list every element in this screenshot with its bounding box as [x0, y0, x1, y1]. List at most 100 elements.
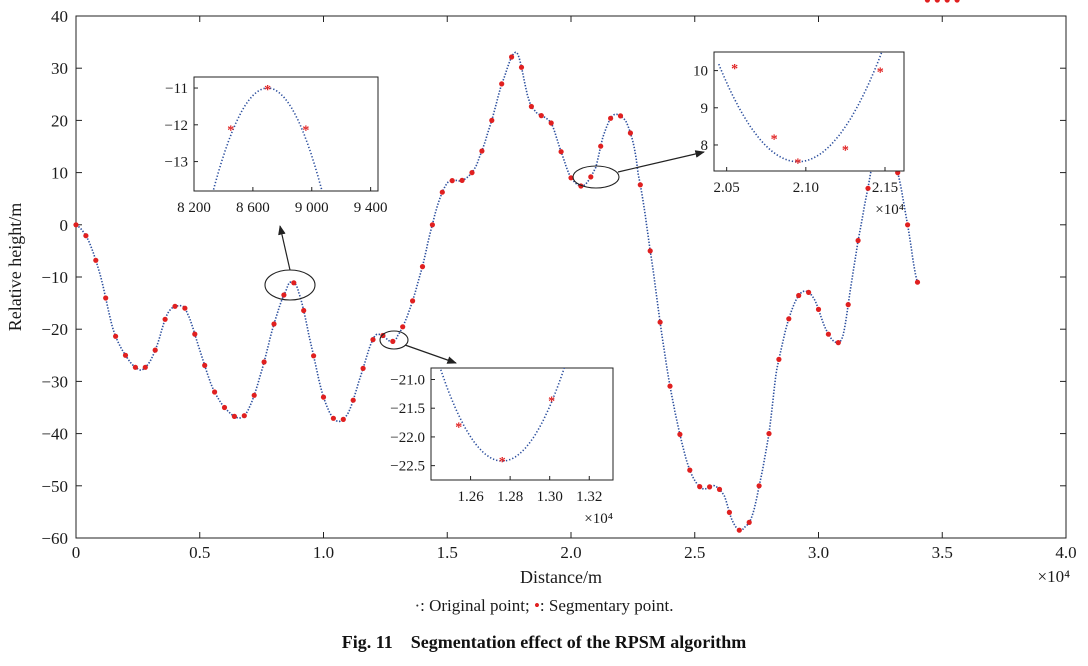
legend-original-symbol: ·	[414, 596, 421, 615]
inset-y-tick-label: −22.0	[390, 430, 425, 446]
segment-point	[291, 280, 297, 286]
segment-point	[499, 81, 505, 87]
segment-point	[855, 237, 861, 244]
inset-x-tick-label: 2.10	[793, 180, 819, 196]
segment-point	[598, 143, 604, 149]
segment-point	[93, 257, 99, 263]
segment-point	[944, 0, 950, 3]
x-tick-label: 1.5	[437, 543, 458, 562]
inset-valley-21000: 2.05 2.10 2.15 10 9 8 ×10⁴ * * * * *	[693, 51, 905, 218]
segment-point	[73, 222, 79, 228]
x-tick-label: 0.5	[189, 543, 210, 562]
segment-point	[479, 148, 485, 154]
inset-segment-point: *	[302, 123, 309, 138]
segment-point	[726, 509, 733, 515]
segment-point	[192, 331, 198, 337]
segment-point	[469, 170, 475, 176]
x-tick-label: 0	[72, 543, 81, 562]
legend-original-label: : Original point;	[420, 596, 530, 615]
main-plot: 0 0.5 1.0 1.5 2.0 2.5 3.0 3.5 4.0 40 30 20 10 0 −10 −20…	[5, 0, 1077, 587]
segment-point	[627, 130, 634, 136]
inset-segment-point: *	[842, 144, 849, 159]
segment-point	[677, 431, 683, 437]
inset-frame	[430, 367, 614, 481]
inset-frame	[713, 51, 905, 172]
y-tick-label: 40	[51, 7, 68, 26]
inset-segment-point: *	[227, 123, 234, 138]
segment-point	[806, 289, 812, 295]
inset-original-curve	[718, 52, 883, 163]
inset-segment-point: *	[731, 62, 738, 77]
figure-caption: Fig. 11 Segmentation effect of the RPSM a…	[0, 632, 1088, 653]
inset-x-tick-label: 1.30	[537, 489, 563, 505]
x-tick-label: 3.5	[932, 543, 953, 562]
segment-point	[221, 404, 228, 411]
y-tick-label: 30	[51, 59, 68, 78]
x-tick-label: 4.0	[1055, 543, 1076, 562]
inset-original-curve	[212, 87, 323, 191]
y-tick-label: −50	[41, 477, 68, 496]
segment-point	[301, 307, 307, 314]
segment-point	[707, 484, 713, 490]
segment-point	[538, 113, 544, 119]
segment-point	[568, 175, 574, 181]
inset-segment-point: *	[455, 420, 462, 435]
inset-segment-point: *	[877, 66, 884, 81]
zoom-arrow-peak	[278, 225, 291, 271]
segment-point	[617, 113, 624, 119]
segment-point	[360, 365, 366, 371]
segment-point	[162, 316, 168, 322]
inset-x-multiplier: ×10⁴	[875, 202, 904, 218]
zoom-callouts	[264, 150, 705, 364]
segment-point	[716, 486, 723, 492]
chart-svg: 0 0.5 1.0 1.5 2.0 2.5 3.0 3.5 4.0 40 30 20 10 0 −10 −20…	[5, 0, 1077, 587]
figure-number: Fig. 11	[341, 632, 393, 652]
segment-point	[796, 292, 802, 299]
segment-point	[350, 397, 356, 403]
zoom-arrow-valley	[404, 344, 457, 364]
segment-point	[934, 0, 940, 3]
zoom-ellipse-peak	[264, 269, 316, 301]
segment-point	[637, 182, 643, 188]
inset-segment-point: *	[499, 455, 506, 470]
segment-point	[548, 120, 554, 126]
legend-segment-label: : Segmentary point.	[539, 596, 674, 615]
inset-segment-point: *	[771, 133, 778, 148]
segment-point	[736, 527, 742, 533]
legend-segment-symbol: •	[533, 596, 540, 615]
segment-point	[142, 364, 148, 370]
segment-point	[281, 292, 287, 298]
segment-point	[558, 149, 564, 155]
inset-y-tick-label: 9	[701, 101, 709, 117]
segment-point	[489, 117, 495, 123]
segment-point	[132, 364, 138, 370]
segment-point	[251, 392, 257, 398]
segment-point	[311, 353, 317, 359]
segment-point	[905, 222, 911, 228]
segment-point	[429, 222, 435, 228]
y-tick-label: 0	[60, 216, 69, 235]
segment-point	[509, 54, 515, 60]
inset-y-tick-label: −13	[165, 155, 188, 171]
segment-point	[152, 347, 158, 353]
x-tick-label: 3.0	[808, 543, 829, 562]
y-tick-label: −10	[41, 268, 68, 287]
inset-y-tick-label: 10	[693, 64, 708, 80]
segment-point	[212, 389, 218, 395]
x-axis-multiplier: ×10⁴	[1037, 567, 1070, 586]
segment-point	[667, 383, 673, 389]
inset-x-tick-label: 2.05	[714, 180, 740, 196]
segment-point	[746, 519, 752, 526]
segment-point	[528, 103, 535, 110]
segment-point	[113, 333, 119, 339]
inset-y-tick-label: −11	[165, 81, 188, 97]
segment-point	[776, 356, 782, 362]
x-tick-label: 2.5	[684, 543, 705, 562]
segment-point	[786, 316, 792, 322]
inset-x-tick-label: 8 600	[236, 200, 270, 216]
segment-point	[815, 306, 822, 312]
segment-point	[231, 413, 237, 419]
segment-point	[518, 64, 525, 70]
segment-point	[419, 264, 426, 270]
segment-point	[835, 340, 841, 346]
